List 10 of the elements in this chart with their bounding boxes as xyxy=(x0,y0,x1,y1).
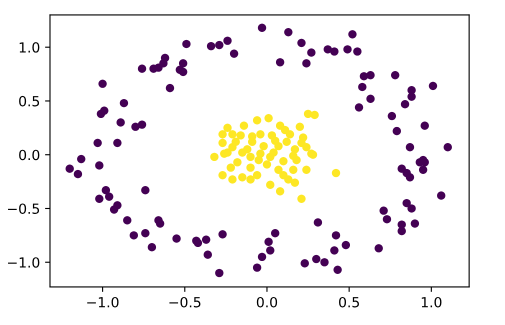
y-tick-label: 1.0 xyxy=(20,42,40,53)
x-tick-label: −0.5 xyxy=(169,296,200,308)
y-tick-label: −1.0 xyxy=(8,257,40,268)
y-tick-label: 0.0 xyxy=(19,150,40,160)
y-tick-label: −0.5 xyxy=(8,203,40,214)
y-tick-label: 0.5 xyxy=(19,96,40,106)
x-tick-label: 0.0 xyxy=(256,296,278,308)
x-tick-label: −1.0 xyxy=(87,296,119,308)
x-tick-label: 1.0 xyxy=(422,296,442,308)
x-tick-label: 0.5 xyxy=(339,296,359,308)
